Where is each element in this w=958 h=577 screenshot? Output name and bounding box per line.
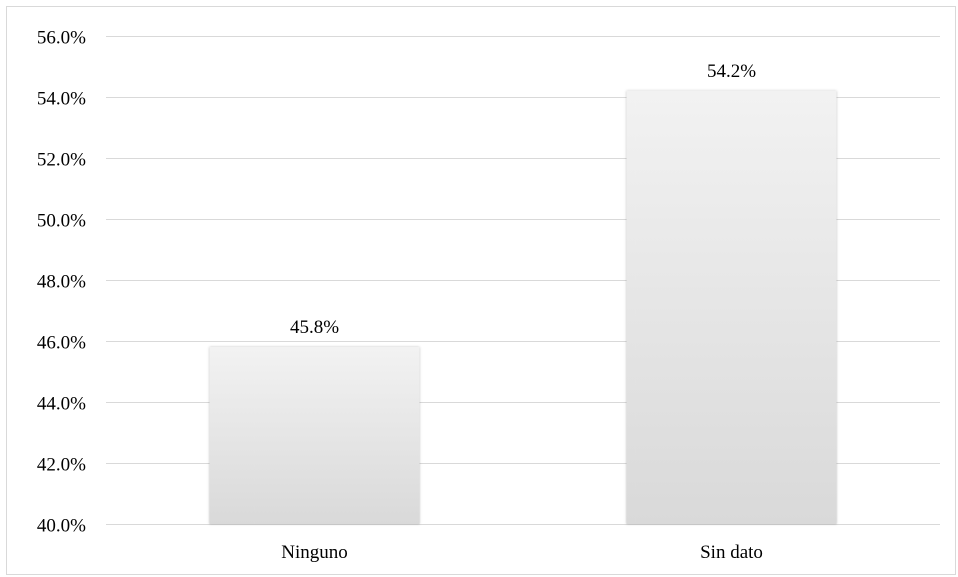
bar-sin-dato bbox=[626, 90, 837, 525]
y-axis-tick-labels: 40.0% 42.0% 44.0% 46.0% 48.0% 50.0% 52.0% 54.0%… bbox=[37, 28, 86, 537]
y-tick-label: 48.0% bbox=[37, 272, 86, 293]
y-tick-label: 46.0% bbox=[37, 333, 86, 354]
bar-ninguno bbox=[209, 347, 420, 524]
data-labels: 45.8% 54.2% bbox=[290, 61, 756, 338]
data-label: 45.8% bbox=[290, 317, 339, 338]
x-tick-label: Sin dato bbox=[700, 542, 763, 563]
bars bbox=[209, 90, 837, 525]
y-tick-label: 56.0% bbox=[37, 28, 86, 49]
y-tick-label: 44.0% bbox=[37, 394, 86, 415]
y-tick-label: 52.0% bbox=[37, 150, 86, 171]
x-tick-label: Ninguno bbox=[281, 542, 348, 563]
x-axis-tick-labels: Ninguno Sin dato bbox=[281, 542, 763, 563]
y-tick-label: 40.0% bbox=[37, 516, 86, 537]
y-tick-label: 54.0% bbox=[37, 89, 86, 110]
y-tick-label: 42.0% bbox=[37, 455, 86, 476]
data-label: 54.2% bbox=[707, 61, 756, 82]
y-tick-label: 50.0% bbox=[37, 211, 86, 232]
